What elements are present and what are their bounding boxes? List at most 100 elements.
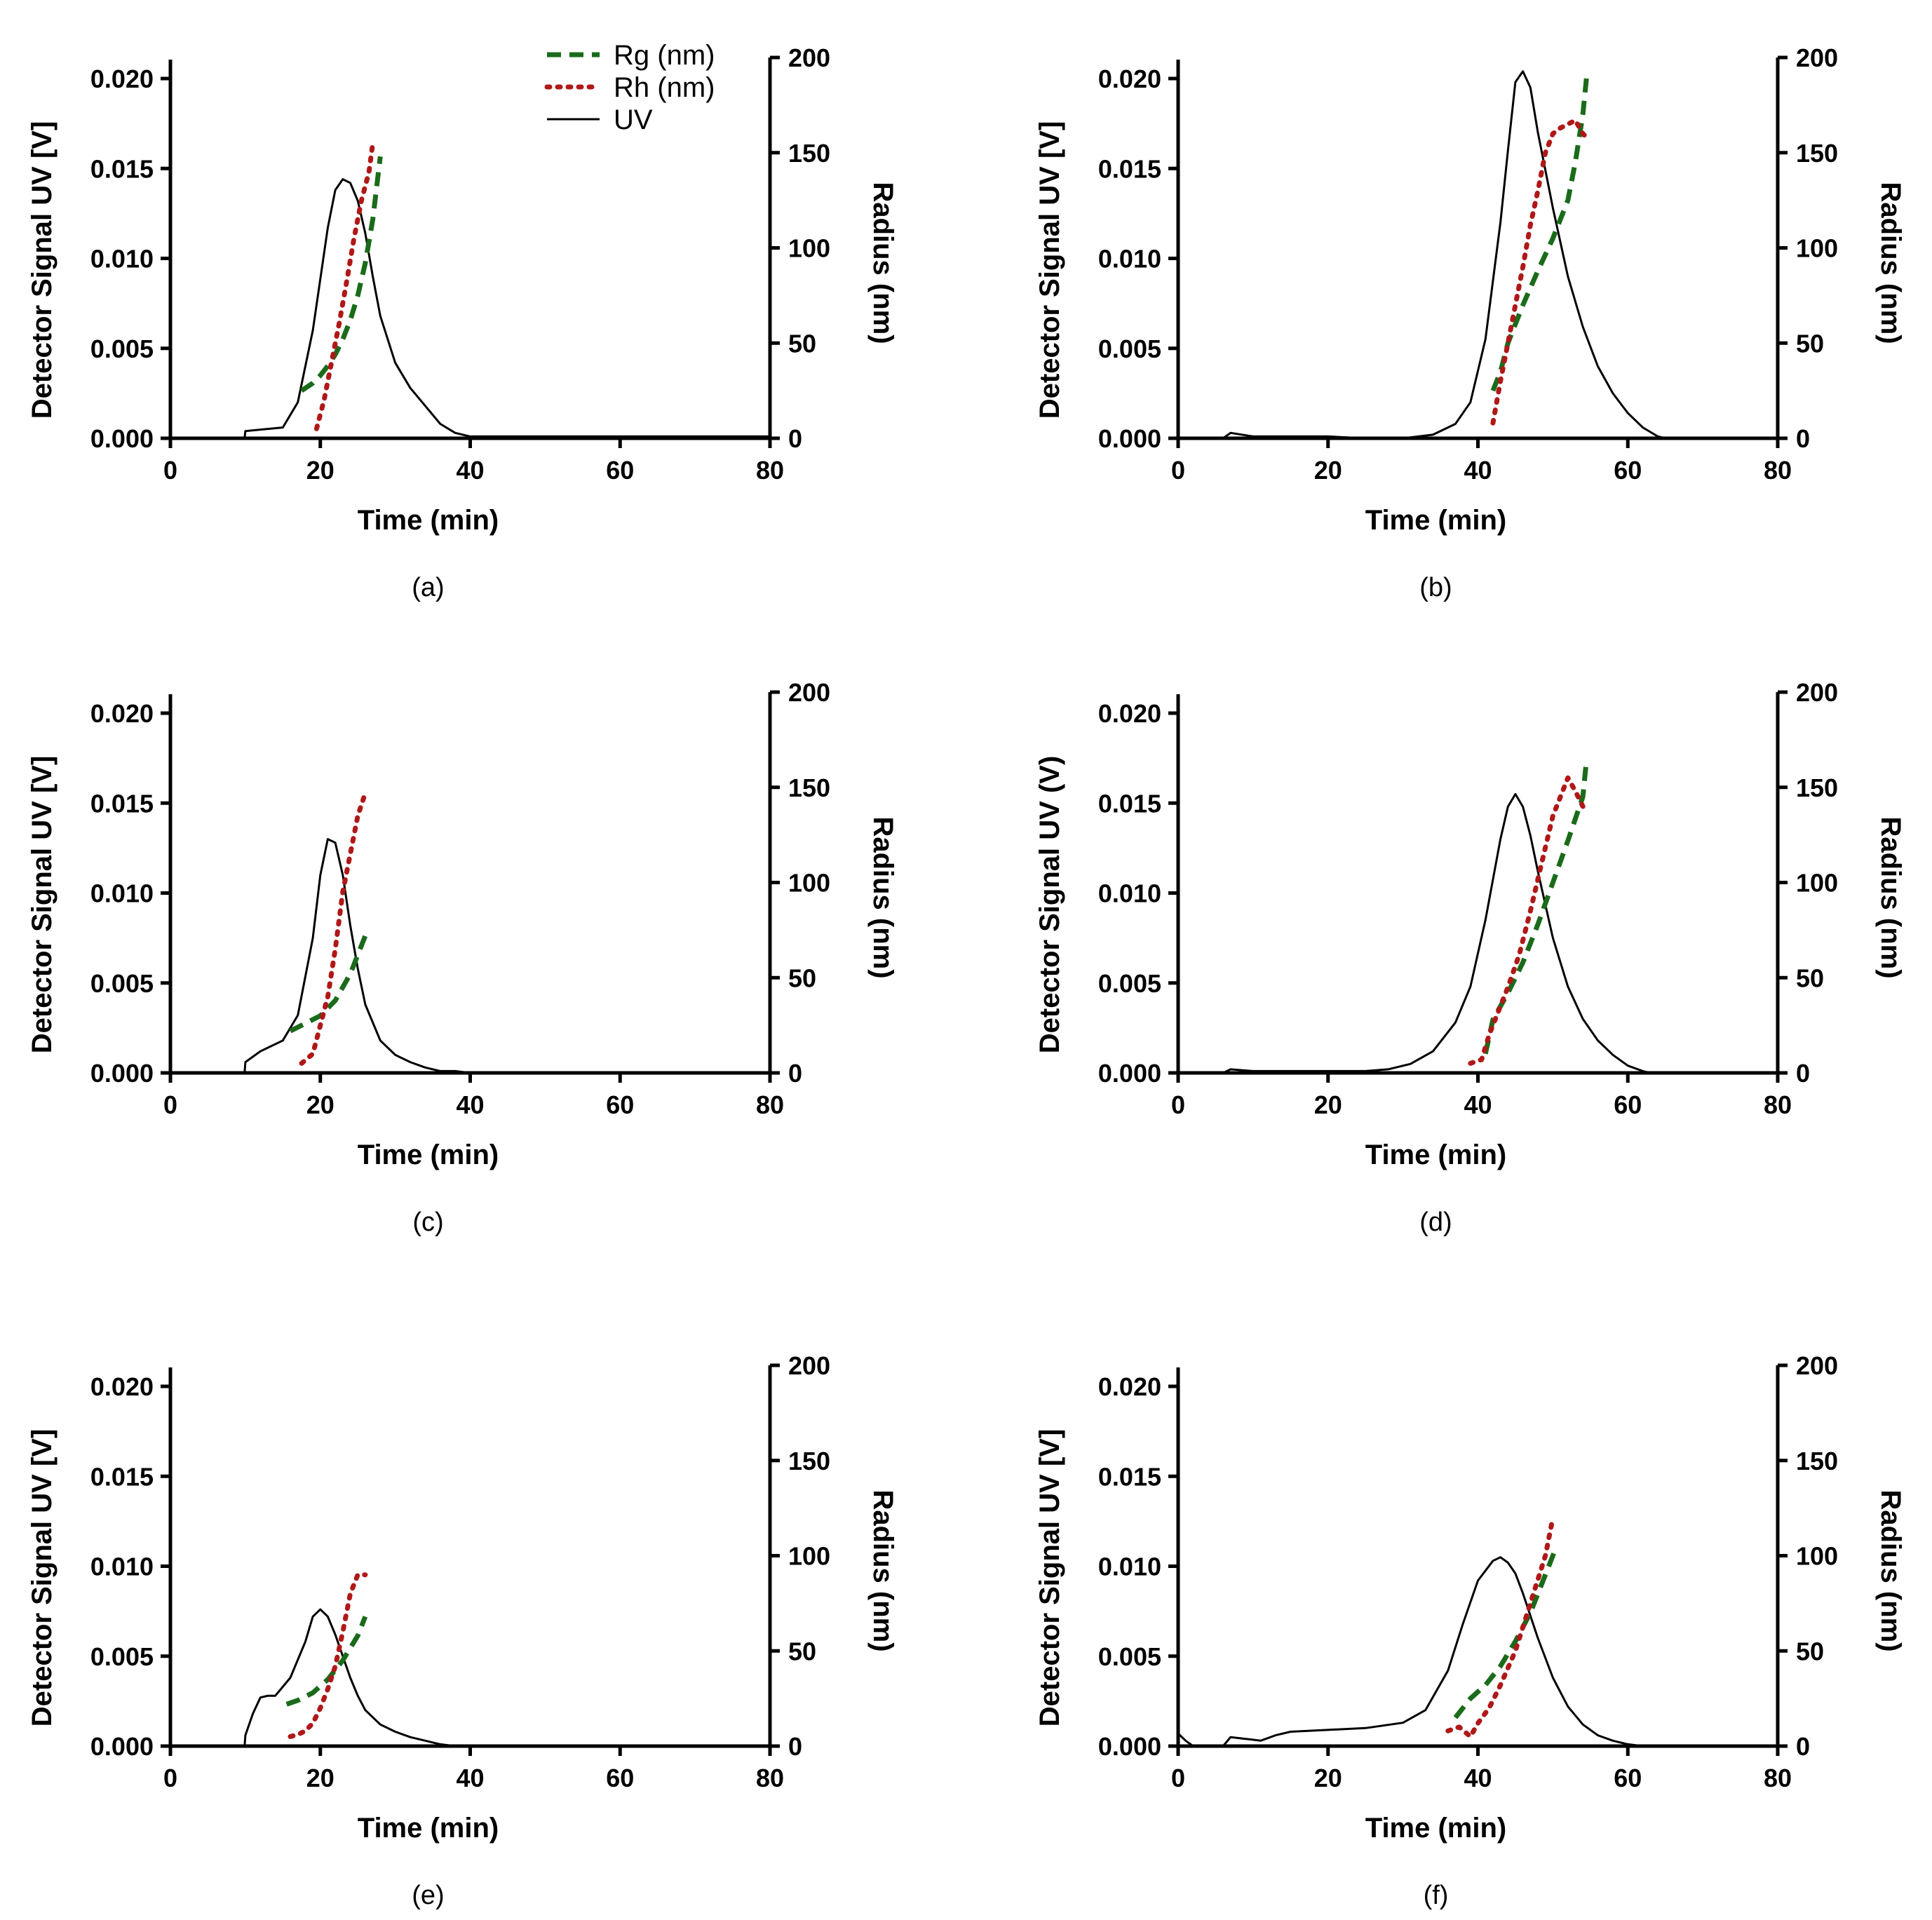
x-tick-label: 40 <box>1464 456 1492 485</box>
x-tick-label: 80 <box>1764 1090 1792 1119</box>
x-tick-label: 60 <box>606 1764 634 1792</box>
y-tick-label-left: 0.000 <box>1098 424 1161 453</box>
chart-panel-f: 0 20 40 60 80 0.000 0.005 0.010 0.015 0.020 0 50 100… <box>1034 1351 1906 1910</box>
y-tick-label-left: 0.010 <box>1098 1553 1161 1581</box>
y-tick-label-left: 0.000 <box>90 424 154 453</box>
series-uv-line <box>1178 792 1778 1074</box>
y-tick-label-right: 200 <box>1796 43 1838 72</box>
y-tick-label-right: 50 <box>1796 1637 1824 1665</box>
series-uv-line <box>1178 70 1778 440</box>
panel-label: (c) <box>412 1208 443 1237</box>
chart-panel-e: 0 20 40 60 80 0.000 0.005 0.010 0.015 0.020 0 50 100… <box>27 1351 898 1910</box>
y-tick-label-right: 150 <box>788 773 830 802</box>
y-tick-label-right: 200 <box>1796 678 1838 707</box>
series-rh-line <box>1468 775 1589 1066</box>
y-tick-label-right: 200 <box>788 1351 830 1380</box>
x-axis-label: Time (min) <box>358 1813 499 1844</box>
y-tick-label-left: 0.015 <box>90 789 154 818</box>
y-tick-label-right: 100 <box>1796 1542 1838 1571</box>
x-tick-label: 40 <box>456 456 484 485</box>
y-tick-label-right: 0 <box>1796 1732 1810 1761</box>
y-tick-label-left: 0.000 <box>90 1059 154 1088</box>
series-rh-line <box>1445 1515 1555 1739</box>
chart-panel-d: 0 20 40 60 80 0.000 0.005 0.010 0.015 0.020 0 50 100… <box>1034 678 1906 1237</box>
y-tick-label-right: 200 <box>1796 1351 1838 1380</box>
series-rh-line <box>288 1572 368 1739</box>
x-tick-label: 40 <box>1464 1764 1492 1792</box>
x-tick-label: 0 <box>163 456 177 485</box>
y-tick-label-right: 100 <box>1796 869 1838 898</box>
y-tick-label-left: 0.015 <box>1098 789 1161 818</box>
series-rh-line <box>1490 118 1589 426</box>
y-tick-label-right: 0 <box>788 424 802 453</box>
y-tick-label-left: 0.005 <box>90 969 154 998</box>
x-tick-label: 80 <box>756 1764 784 1792</box>
y-tick-label-right: 150 <box>788 1447 830 1475</box>
y-tick-label-left: 0.020 <box>1098 699 1161 728</box>
y-tick-label-left: 0.015 <box>90 154 154 183</box>
series-uv-line <box>170 178 770 440</box>
x-tick-label: 20 <box>306 1090 335 1119</box>
y-tick-label-right: 100 <box>788 1542 830 1571</box>
legend: Rg (nm)Rh (nm)UV <box>544 40 715 135</box>
y-tick-label-left: 0.005 <box>1098 334 1161 363</box>
y-tick-label-right: 50 <box>788 329 816 358</box>
x-tick-label: 60 <box>1614 1764 1642 1792</box>
y-axis-label-left: Detector Signal UV [V] <box>27 756 58 1054</box>
y-tick-label-left: 0.020 <box>90 699 154 728</box>
series-rg-line <box>289 935 368 1034</box>
y-tick-label-right: 100 <box>788 869 830 898</box>
y-tick-label-left: 0.005 <box>1098 1642 1161 1671</box>
x-tick-label: 80 <box>1764 456 1792 485</box>
y-tick-label-left: 0.010 <box>90 879 154 908</box>
series-uv-line <box>170 838 770 1074</box>
y-axis-label-right: Radius (nm) <box>1875 816 1906 978</box>
y-tick-label-left: 0.005 <box>90 1642 154 1671</box>
y-tick-label-left: 0.015 <box>1098 154 1161 183</box>
y-tick-label-left: 0.005 <box>1098 969 1161 998</box>
chart-panel-c: 0 20 40 60 80 0.000 0.005 0.010 0.015 0.020 0 50 100… <box>27 678 898 1237</box>
x-tick-label: 40 <box>1464 1090 1492 1119</box>
y-tick-label-right: 150 <box>1796 1447 1838 1475</box>
y-axis-label-right: Radius (nm) <box>867 182 898 344</box>
x-tick-label: 20 <box>1314 1090 1342 1119</box>
y-tick-label-left: 0.010 <box>90 1553 154 1581</box>
y-tick-label-left: 0.000 <box>1098 1732 1161 1761</box>
series-uv-line <box>170 1608 770 1747</box>
y-axis-label-right: Radius (nm) <box>1875 182 1906 344</box>
series-rg-line <box>300 156 383 393</box>
x-tick-label: 60 <box>606 1090 634 1119</box>
x-tick-label: 0 <box>163 1764 177 1792</box>
x-axis-label: Time (min) <box>1365 505 1507 536</box>
panel-label: (a) <box>412 573 444 602</box>
y-tick-label-right: 50 <box>788 1637 816 1665</box>
x-tick-label: 60 <box>1614 456 1642 485</box>
y-tick-label-right: 200 <box>788 678 830 707</box>
x-tick-label: 80 <box>756 1090 784 1119</box>
x-tick-label: 0 <box>1171 1090 1185 1119</box>
y-tick-label-left: 0.020 <box>90 1372 154 1401</box>
y-axis-label-left: Detector Signal UV [V] <box>1034 121 1065 419</box>
chart-panel-a: 0 20 40 60 80 0.000 0.005 0.010 0.015 0.020 0 50 100… <box>27 43 898 602</box>
y-tick-label-left: 0.020 <box>90 65 154 93</box>
y-tick-label-right: 100 <box>788 234 830 263</box>
legend-label: Rh (nm) <box>614 72 715 103</box>
y-axis-label-right: Radius (nm) <box>867 816 898 978</box>
y-tick-label-right: 200 <box>788 43 830 72</box>
series-rg-line <box>285 1616 368 1707</box>
x-tick-label: 80 <box>756 456 784 485</box>
y-tick-label-right: 0 <box>788 1732 802 1761</box>
y-tick-label-left: 0.005 <box>90 334 154 363</box>
y-tick-label-left: 0.000 <box>1098 1059 1161 1088</box>
x-axis-label: Time (min) <box>358 1140 499 1170</box>
x-tick-label: 40 <box>456 1090 484 1119</box>
y-axis-label-left: Detector Signal UV [V] <box>1034 1429 1065 1727</box>
y-tick-label-left: 0.010 <box>1098 879 1161 908</box>
y-tick-label-right: 0 <box>788 1059 802 1088</box>
y-tick-label-left: 0.010 <box>90 245 154 273</box>
y-tick-label-right: 0 <box>1796 1059 1810 1088</box>
x-tick-label: 20 <box>306 1764 335 1792</box>
x-tick-label: 0 <box>1171 456 1185 485</box>
chart-panel-b: 0 20 40 60 80 0.000 0.005 0.010 0.015 0.020 0 50 100… <box>1034 43 1906 602</box>
